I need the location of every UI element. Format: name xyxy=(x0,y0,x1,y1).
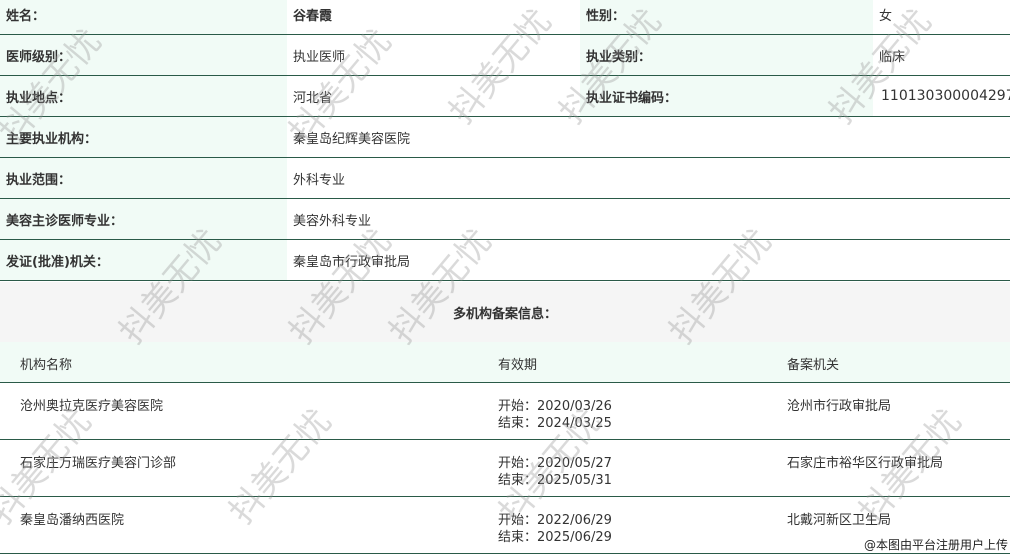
name-label: 姓名： xyxy=(0,0,287,34)
scope-value: 外科专业 xyxy=(293,172,346,188)
table-header: 机构名称 有效期 备案机关 xyxy=(0,342,1010,383)
table-row: 秦皇岛潘纳西医院 开始：2022/06/29 结束：2025/06/29 北戴河… xyxy=(0,497,1010,554)
start-date: 开始：2020/05/27 xyxy=(498,456,612,471)
category-value: 临床 xyxy=(879,49,906,65)
institution-label: 主要执业机构： xyxy=(0,117,287,157)
level-label: 医师级别： xyxy=(0,35,287,75)
authority: 沧州市行政审批局 xyxy=(787,399,892,414)
end-date: 结束：2024/03/25 xyxy=(498,416,612,431)
row-specialty: 美容主诊医师专业： 美容外科专业 xyxy=(0,199,1010,240)
scope-label: 执业范围： xyxy=(0,158,287,198)
header-institution: 机构名称 xyxy=(20,358,73,373)
gender-label: 性别： xyxy=(580,0,873,34)
table-row: 石家庄万瑞医疗美容门诊部 开始：2020/05/27 结束：2025/05/31… xyxy=(0,440,1010,497)
institution-name: 石家庄万瑞医疗美容门诊部 xyxy=(20,456,177,471)
institution-name: 沧州奥拉克医疗美容医院 xyxy=(20,399,164,414)
cert-label: 执业证书编码： xyxy=(580,76,873,116)
row-scope: 执业范围： 外科专业 xyxy=(0,158,1010,199)
location-value: 河北省 xyxy=(293,90,333,106)
cert-value: 110130300004297 xyxy=(881,88,1010,104)
issuer-value: 秦皇岛市行政审批局 xyxy=(293,254,411,270)
location-label: 执业地点： xyxy=(0,76,287,116)
authority: 石家庄市裕华区行政审批局 xyxy=(787,456,944,471)
row-location: 执业地点： 河北省 执业证书编码： 110130300004297 xyxy=(0,76,1010,117)
row-issuer: 发证(批准)机关： 秦皇岛市行政审批局 xyxy=(0,240,1010,281)
upload-credit: @本图由平台注册用户上传 xyxy=(863,538,1008,552)
start-date: 开始：2020/03/26 xyxy=(498,399,612,414)
institution-name: 秦皇岛潘纳西医院 xyxy=(20,513,125,528)
issuer-label: 发证(批准)机关： xyxy=(0,240,287,280)
category-label: 执业类别： xyxy=(580,35,873,75)
name-value: 谷春霞 xyxy=(293,8,333,24)
row-name: 姓名： 谷春霞 性别： 女 xyxy=(0,0,1010,35)
row-level: 医师级别： 执业医师 执业类别： 临床 xyxy=(0,35,1010,76)
institution-value: 秦皇岛纪辉美容医院 xyxy=(293,131,411,147)
gender-value: 女 xyxy=(879,8,893,24)
header-validity: 有效期 xyxy=(498,358,538,373)
specialty-label: 美容主诊医师专业： xyxy=(0,199,287,239)
table-row: 沧州奥拉克医疗美容医院 开始：2020/03/26 结束：2024/03/25 … xyxy=(0,383,1010,440)
header-authority: 备案机关 xyxy=(787,358,840,373)
start-date: 开始：2022/06/29 xyxy=(498,513,612,528)
end-date: 结束：2025/06/29 xyxy=(498,530,612,545)
level-value: 执业医师 xyxy=(293,49,346,65)
end-date: 结束：2025/05/31 xyxy=(498,473,612,488)
row-institution: 主要执业机构： 秦皇岛纪辉美容医院 xyxy=(0,117,1010,158)
multi-institution-title: 多机构备案信息： xyxy=(0,282,1010,342)
authority: 北戴河新区卫生局 xyxy=(787,513,892,528)
specialty-value: 美容外科专业 xyxy=(293,213,372,229)
